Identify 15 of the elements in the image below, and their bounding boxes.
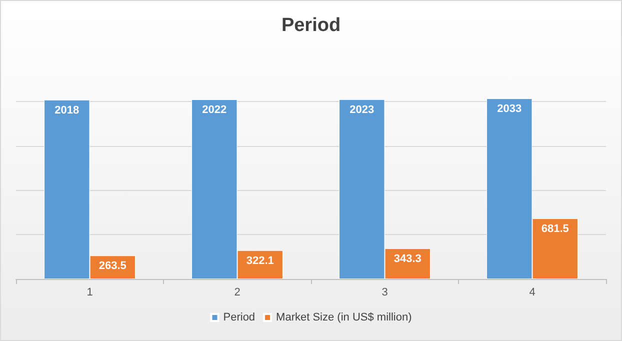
data-label: 322.1 xyxy=(246,254,274,267)
data-label: 2023 xyxy=(350,104,374,116)
legend-label: Period xyxy=(223,312,256,324)
data-label: 2022 xyxy=(202,104,227,116)
data-label: 2033 xyxy=(497,103,522,116)
data-label: 263.5 xyxy=(98,260,126,272)
x-tick-label: 4 xyxy=(529,286,536,298)
data-label: 681.5 xyxy=(541,222,569,235)
chart-title: Period xyxy=(281,15,341,36)
x-tick-label: 2 xyxy=(234,286,240,298)
data-label: 343.3 xyxy=(394,253,422,266)
legend-label: Market Size (in US$ million) xyxy=(276,312,412,324)
x-tick-label: 3 xyxy=(382,286,388,298)
x-tick-label: 1 xyxy=(86,286,93,298)
data-label: 2018 xyxy=(54,104,80,116)
